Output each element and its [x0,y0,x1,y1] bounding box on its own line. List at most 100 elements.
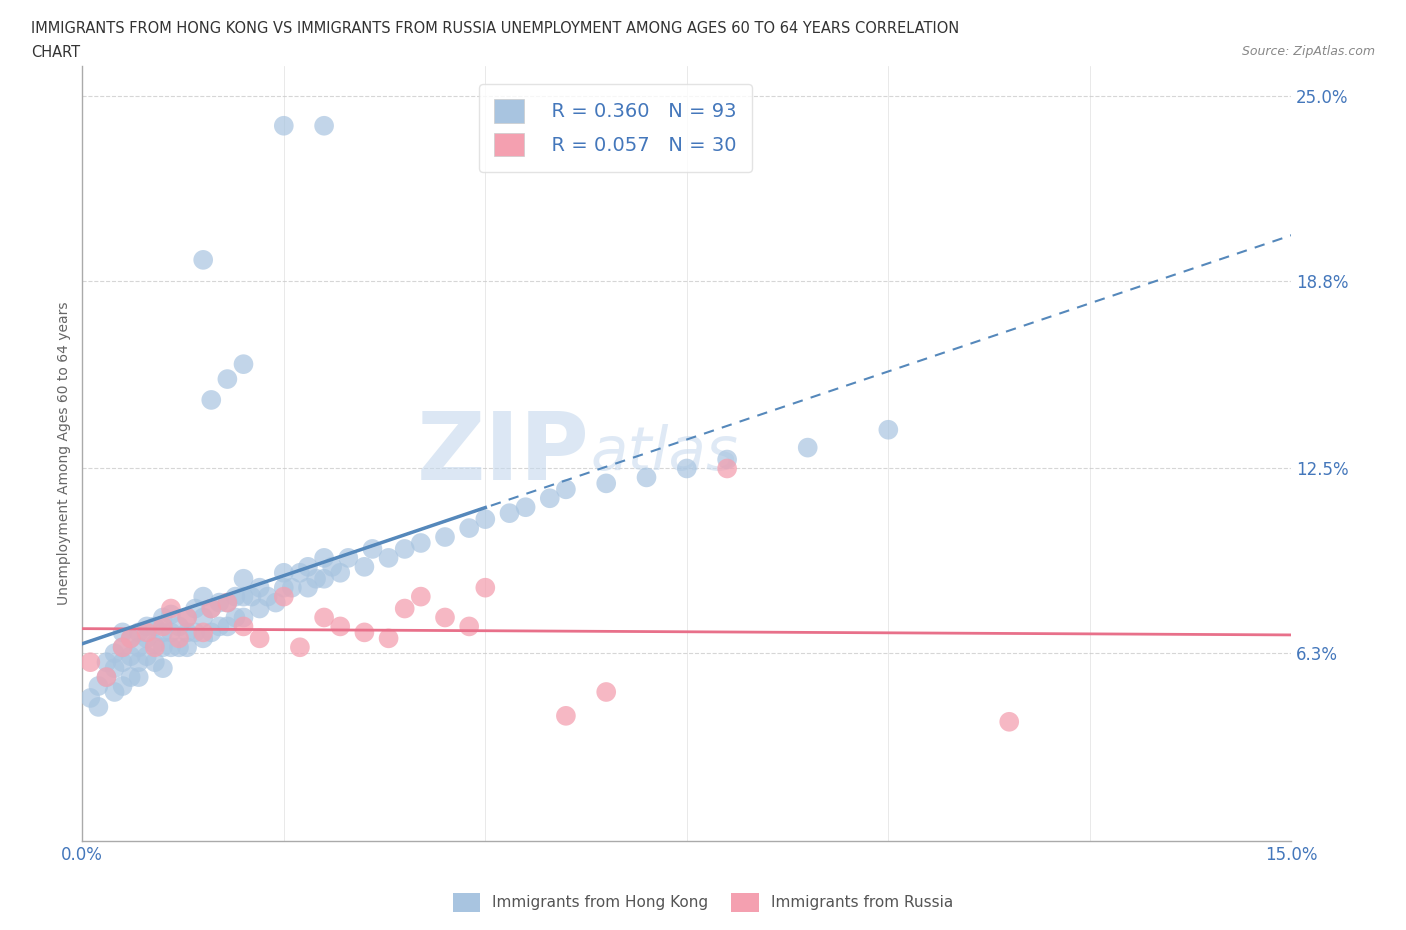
Point [716,452,738,467]
Point [554,709,576,724]
Point [96,670,118,684]
Point [152,619,174,634]
Point [595,684,617,699]
Point [498,506,520,521]
Point [224,610,246,625]
Point [208,619,231,634]
Point [434,529,457,544]
Point [176,610,198,625]
Point [111,679,134,694]
Point [394,601,416,616]
Point [193,252,215,267]
Point [200,625,222,640]
Point [273,565,295,580]
Point [135,649,157,664]
Point [329,619,352,634]
Legend:   R = 0.360   N = 93,   R = 0.057   N = 30: R = 0.360 N = 93, R = 0.057 N = 30 [479,84,752,172]
Point [877,422,900,437]
Point [675,461,697,476]
Point [160,640,183,655]
Point [152,640,174,655]
Text: ZIP: ZIP [418,407,591,499]
Point [361,541,384,556]
Legend: Immigrants from Hong Kong, Immigrants from Russia: Immigrants from Hong Kong, Immigrants fr… [447,887,959,918]
Point [595,476,617,491]
Point [143,619,166,634]
Point [160,601,183,616]
Point [394,541,416,556]
Point [636,470,658,485]
Point [377,551,399,565]
Point [176,625,198,640]
Point [249,631,271,645]
Point [135,625,157,640]
Point [143,637,166,652]
Point [474,512,496,526]
Point [217,619,239,634]
Point [79,690,101,705]
Point [193,625,215,640]
Point [103,645,125,660]
Point [87,679,110,694]
Point [337,551,360,565]
Point [314,571,336,586]
Point [128,670,150,684]
Point [103,684,125,699]
Point [314,551,336,565]
Point [176,640,198,655]
Point [538,491,561,506]
Point [200,392,222,407]
Point [103,660,125,675]
Point [409,536,432,551]
Point [474,580,496,595]
Point [96,670,118,684]
Point [273,580,295,595]
Point [143,655,166,670]
Point [184,601,207,616]
Point [232,357,254,372]
Point [193,610,215,625]
Text: CHART: CHART [31,45,80,60]
Point [111,640,134,655]
Point [314,118,336,133]
Point [409,590,432,604]
Point [135,631,157,645]
Point [208,595,231,610]
Point [224,590,246,604]
Point [353,559,375,574]
Point [288,640,311,655]
Point [96,655,118,670]
Point [143,640,166,655]
Point [716,461,738,476]
Point [232,610,254,625]
Point [314,610,336,625]
Point [297,559,319,574]
Text: atlas: atlas [591,424,738,483]
Point [120,631,142,645]
Point [193,590,215,604]
Point [160,607,183,622]
Point [135,619,157,634]
Point [264,595,287,610]
Point [167,631,190,645]
Point [176,610,198,625]
Text: IMMIGRANTS FROM HONG KONG VS IMMIGRANTS FROM RUSSIA UNEMPLOYMENT AMONG AGES 60 T: IMMIGRANTS FROM HONG KONG VS IMMIGRANTS … [31,21,959,36]
Point [434,610,457,625]
Point [111,640,134,655]
Point [111,655,134,670]
Point [249,601,271,616]
Point [193,631,215,645]
Point [232,571,254,586]
Point [256,590,278,604]
Point [273,118,295,133]
Point [160,625,183,640]
Point [79,655,101,670]
Point [796,440,818,455]
Point [249,580,271,595]
Point [232,590,254,604]
Y-axis label: Unemployment Among Ages 60 to 64 years: Unemployment Among Ages 60 to 64 years [58,302,72,605]
Point [184,625,207,640]
Point [329,565,352,580]
Point [321,559,343,574]
Point [232,619,254,634]
